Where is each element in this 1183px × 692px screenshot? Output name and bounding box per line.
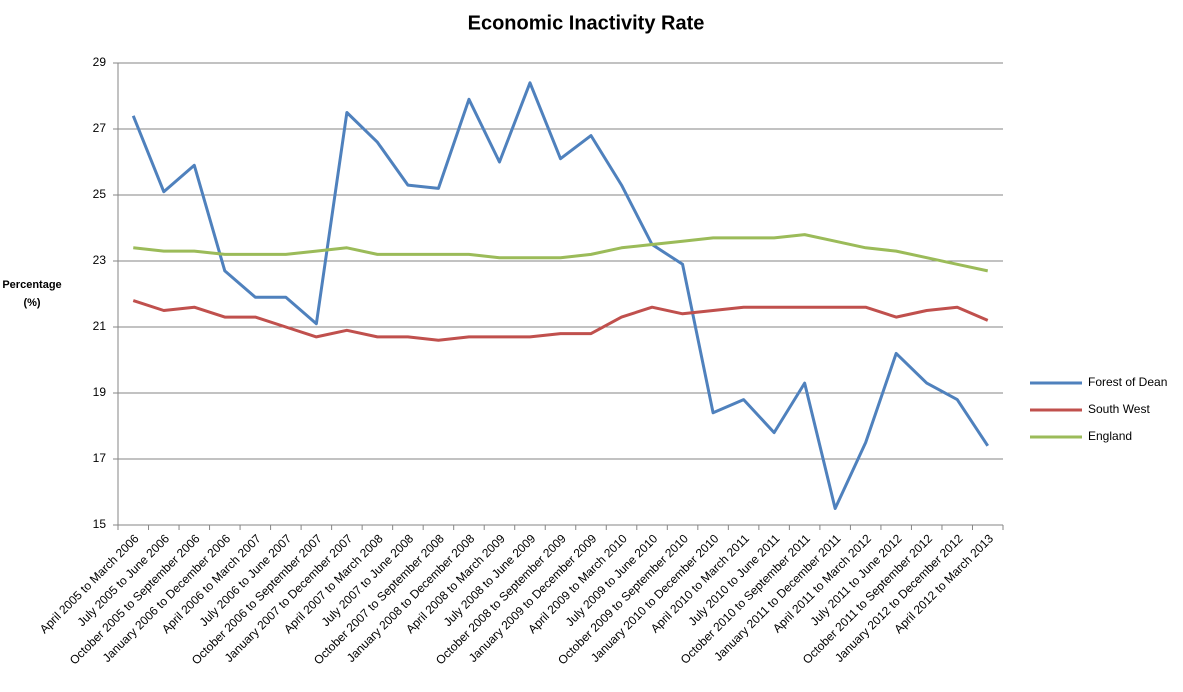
y-tick-label: 23 <box>93 253 107 267</box>
y-axis-label: Percentage (%) <box>2 279 62 309</box>
y-tick-label: 21 <box>93 319 107 333</box>
y-tick-label: 29 <box>93 55 107 69</box>
line-series <box>133 233 989 273</box>
y-tick-label: 17 <box>93 451 107 465</box>
legend-label: England <box>1088 429 1132 443</box>
line-series <box>131 81 989 510</box>
legend-label: South West <box>1088 402 1150 416</box>
legend-label: Forest of Dean <box>1088 375 1167 389</box>
x-tick-label: October 2005 to September 2006 <box>67 531 203 667</box>
y-tick-label: 15 <box>93 517 107 531</box>
chart-title: Economic Inactivity Rate <box>468 12 705 34</box>
line-series <box>132 299 989 342</box>
y-tick-label: 27 <box>93 121 107 135</box>
y-tick-label: 19 <box>93 385 107 399</box>
y-tick-label: 25 <box>93 187 107 201</box>
